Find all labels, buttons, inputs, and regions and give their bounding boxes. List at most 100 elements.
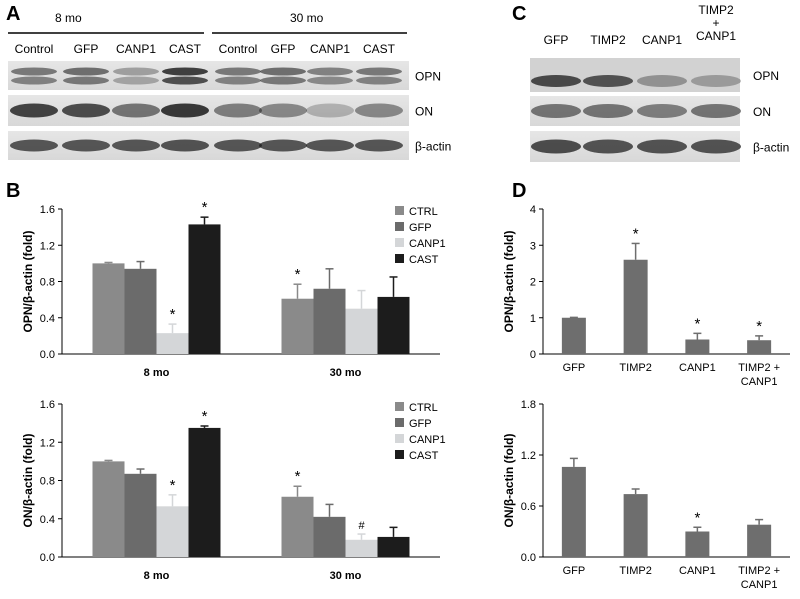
blot-band bbox=[113, 76, 159, 85]
blot-panel-a: 8 mo 30 mo Control GFP CANP1 CAST Control GFP… bbox=[8, 11, 451, 160]
legend-swatch bbox=[395, 254, 404, 263]
lane-label: Control bbox=[219, 42, 258, 56]
blot-band bbox=[62, 139, 110, 152]
bar bbox=[685, 531, 710, 557]
significance-mark: * bbox=[694, 509, 700, 526]
lane-label: GFP bbox=[74, 42, 99, 56]
y-tick-label: 0.6 bbox=[521, 501, 536, 513]
blot-band bbox=[306, 103, 354, 118]
x-category-label: GFP bbox=[563, 362, 586, 374]
panel-label-c: C bbox=[512, 3, 526, 25]
blot-band bbox=[112, 103, 160, 118]
blot-band bbox=[162, 76, 208, 85]
blot-band bbox=[112, 139, 160, 152]
bar bbox=[377, 536, 410, 557]
chart-b-opn: 0.0 0.4 0.8 1.2 1.6 OPN/β-actin (fold) * * 8 mo *… bbox=[21, 199, 446, 379]
blot-band bbox=[355, 139, 403, 152]
bar bbox=[156, 506, 189, 557]
bar bbox=[747, 340, 772, 354]
blot-band bbox=[162, 67, 208, 76]
blot-band bbox=[260, 76, 306, 85]
bar bbox=[188, 224, 221, 354]
x-category-label: 30 mo bbox=[330, 570, 362, 582]
row-label: β-actin bbox=[415, 140, 451, 154]
y-tick-label: 1.2 bbox=[40, 437, 55, 449]
blot-band bbox=[531, 104, 581, 118]
blot-band bbox=[11, 76, 57, 85]
legend-label: CAST bbox=[409, 450, 439, 462]
x-category-label: CANP1 bbox=[679, 362, 716, 374]
chart-d-opn: 0 1 2 3 4 OPN/β-actin (fold) GFP * TIMP2 * CANP1 * T… bbox=[502, 204, 790, 388]
blot-band bbox=[215, 76, 261, 85]
lane-label: CANP1 bbox=[642, 33, 682, 47]
x-category-label: TIMP2 bbox=[619, 362, 651, 374]
lane-label: CANP1 bbox=[310, 42, 350, 56]
significance-mark: * bbox=[295, 468, 301, 485]
panel-label-a: A bbox=[6, 3, 20, 25]
bar bbox=[747, 524, 772, 557]
bar bbox=[345, 308, 378, 354]
bar bbox=[561, 317, 586, 354]
blot-band bbox=[531, 75, 581, 87]
legend-swatch bbox=[395, 222, 404, 231]
blot-band bbox=[63, 67, 109, 76]
significance-mark: * bbox=[633, 225, 639, 242]
y-axis-label: ON/β-actin (fold) bbox=[502, 434, 516, 528]
significance-mark: * bbox=[694, 315, 700, 332]
y-axis-label: ON/β-actin (fold) bbox=[21, 434, 35, 528]
bar bbox=[685, 339, 710, 354]
blot-band bbox=[583, 139, 633, 154]
legend-swatch bbox=[395, 418, 404, 427]
row-label: OPN bbox=[415, 70, 441, 84]
x-category-label: GFP bbox=[563, 565, 586, 577]
bar bbox=[281, 298, 314, 354]
y-tick-label: 2 bbox=[530, 277, 536, 289]
bar bbox=[313, 288, 346, 354]
y-tick-label: 0.4 bbox=[40, 514, 55, 526]
bar bbox=[156, 333, 189, 354]
significance-mark: * bbox=[170, 477, 176, 494]
blot-band bbox=[637, 104, 687, 118]
lane-label: CANP1 bbox=[116, 42, 156, 56]
bar bbox=[92, 461, 125, 557]
y-tick-label: 0.0 bbox=[40, 552, 55, 564]
y-tick-label: 3 bbox=[530, 240, 536, 252]
legend-swatch bbox=[395, 238, 404, 247]
y-tick-label: 1.8 bbox=[521, 399, 536, 411]
blot-band bbox=[637, 139, 687, 154]
row-label: OPN bbox=[753, 69, 779, 83]
blot-band bbox=[307, 76, 353, 85]
blot-band bbox=[10, 103, 58, 118]
chart-b-on: 0.0 0.4 0.8 1.2 1.6 ON/β-actin (fold) * * 8 mo * #… bbox=[21, 399, 446, 582]
lane-label: GFP bbox=[544, 33, 569, 47]
legend-swatch bbox=[395, 402, 404, 411]
legend-label: GFP bbox=[409, 222, 432, 234]
row-label: β-actin bbox=[753, 141, 789, 155]
blot-band bbox=[356, 76, 402, 85]
blot-band bbox=[356, 67, 402, 76]
y-axis-label: OPN/β-actin (fold) bbox=[502, 231, 516, 333]
significance-mark: * bbox=[170, 306, 176, 323]
blot-band bbox=[214, 139, 262, 152]
x-category-label: 30 mo bbox=[330, 367, 362, 379]
y-tick-label: 1.2 bbox=[521, 450, 536, 462]
blot-band bbox=[161, 103, 209, 118]
bar bbox=[313, 516, 346, 557]
legend-label: GFP bbox=[409, 418, 432, 430]
row-label: ON bbox=[753, 105, 771, 119]
legend-swatch bbox=[395, 434, 404, 443]
bar bbox=[188, 427, 221, 557]
bar bbox=[124, 473, 157, 557]
blot-band bbox=[306, 139, 354, 152]
bar bbox=[561, 466, 586, 557]
blot-strip bbox=[8, 61, 409, 90]
y-tick-label: 0.0 bbox=[521, 552, 536, 564]
blot-band bbox=[214, 103, 262, 118]
x-category-label: TIMP2 bbox=[619, 565, 651, 577]
lane-label: CAST bbox=[363, 42, 396, 56]
lane-label: TIMP2 bbox=[590, 33, 626, 47]
blot-band bbox=[259, 139, 307, 152]
y-axis-label: OPN/β-actin (fold) bbox=[21, 231, 35, 333]
bar bbox=[345, 539, 378, 557]
